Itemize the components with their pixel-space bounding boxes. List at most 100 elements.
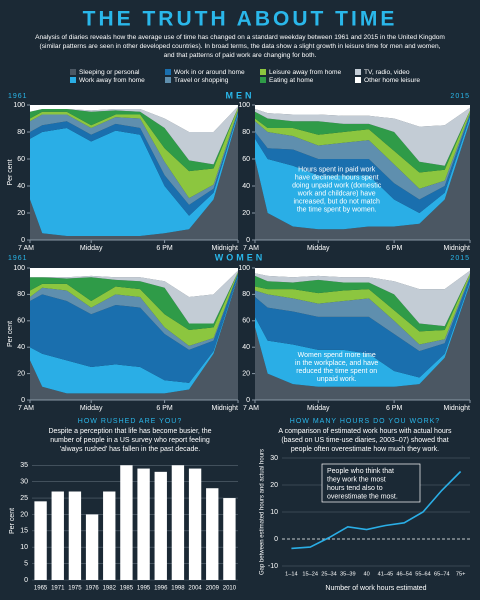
bar [188,468,202,580]
x-tick-label: 2010 [223,586,237,592]
x-tick-label: 7 AM [243,405,259,412]
annotation-line: doing unpaid work (domestic [292,183,382,190]
annotation-line: they work the most [327,476,386,483]
y-axis-label: Per cent [7,159,14,185]
x-axis-label: Number of work hours estimated [325,585,426,592]
y-tick-label: 30 [270,455,278,462]
bar [103,491,116,580]
bar [68,491,82,580]
area-band [255,114,470,213]
annotation-line: Hours spent in paid work [298,167,376,174]
y-axis-label: Per cent [9,508,16,534]
x-tick-label: 6 PM [386,405,403,412]
x-tick-label: 2004 [188,586,202,592]
annotation-line: increased, but do not match [294,199,380,206]
area-band [255,283,470,400]
x-tick-label: 1982 [103,586,117,592]
y-tick-label: 80 [17,129,25,136]
y-tick-label: 60 [242,156,250,163]
page-title: THE TRUTH ABOUT TIME [83,8,398,31]
intro-line: Analysis of diaries reveals how the aver… [35,34,445,41]
x-tick-label: 46–54 [396,571,412,577]
y-tick-label: -10 [268,563,278,570]
area-band [30,113,238,236]
area-band [255,107,470,166]
legend-label: Work in or around home [174,69,245,76]
x-tick-label: Midnight [444,405,471,412]
bar [206,488,219,580]
area-band [30,271,238,331]
annotation-line: overestimate the most. [327,493,398,500]
bar [137,468,150,580]
y-tick-label: 20 [17,210,25,217]
panel-year: 1961 [8,93,28,100]
area-band [255,268,470,290]
y-tick-label: 20 [242,210,250,217]
x-tick-label: Midday [307,245,330,252]
x-tick-label: 1–14 [285,571,297,577]
area-band [30,115,238,240]
x-tick-label: Midnight [212,245,239,252]
area-band [255,121,470,240]
area-band [255,105,470,127]
area-band [255,110,470,173]
x-tick-label: Midday [80,245,103,252]
x-tick-label: 6 PM [386,245,403,252]
y-tick-label: 20 [242,370,250,377]
annotation-line: Women spend more time [298,352,376,359]
chart-title: HOW RUSHED ARE YOU? [78,418,182,425]
x-tick-label: 6 PM [156,245,173,252]
area-band [255,117,470,230]
annotation-line: the time spent by women. [297,207,377,214]
bar [120,465,133,580]
y-tick-label: 0 [274,536,278,543]
panel-year: 2015 [450,93,470,100]
annotation-line: unpaid work. [317,376,357,383]
area-band [30,110,238,205]
area-band [30,105,238,132]
x-tick-label: 7 AM [18,405,34,412]
area-band [30,107,238,199]
area-band [255,270,470,327]
area-band [30,111,238,216]
bar [171,465,185,580]
y-tick-label: 25 [20,495,28,502]
y-tick-label: 0 [246,237,250,244]
legend-label: Work away from home [79,77,145,84]
y-tick-label: 15 [20,528,28,535]
y-axis-label: Gap between estimated hours and actual h… [260,449,266,575]
x-tick-label: 1976 [85,586,99,592]
legend-swatch [70,69,76,75]
annotation-line: in the workplace, and have [295,360,378,367]
x-tick-label: 7 AM [18,245,34,252]
panel-year: 2015 [450,255,470,262]
x-tick-label: 40 [363,571,369,577]
legend-label: Sleeping or personal [79,69,140,76]
bar [34,501,47,580]
section-label: MEN [226,90,255,100]
x-tick-label: Midday [307,405,330,412]
y-tick-label: 100 [13,102,25,109]
legend-swatch [355,77,361,83]
x-tick-label: 55–64 [415,571,431,577]
legend-label: Travel or shopping [174,77,229,84]
legend-swatch [70,77,76,83]
legend-label: Eating at home [269,77,314,84]
x-tick-label: 1996 [154,586,168,592]
y-tick-label: 40 [242,344,250,351]
y-tick-label: 60 [17,156,25,163]
y-tick-label: 40 [17,183,25,190]
x-tick-label: 1975 [68,586,82,592]
y-tick-label: 40 [17,344,25,351]
y-tick-label: 80 [242,291,250,298]
legend-label: Other home leisure [364,77,420,84]
bar [85,514,99,580]
intro-line: (similar patterns are seen in other deve… [40,43,441,50]
legend-swatch [260,69,266,75]
x-tick-label: 25–34 [321,571,337,577]
x-tick-label: Midday [80,405,103,412]
x-tick-label: 6 PM [156,405,173,412]
y-tick-label: 20 [17,370,25,377]
y-tick-label: 5 [24,560,28,567]
